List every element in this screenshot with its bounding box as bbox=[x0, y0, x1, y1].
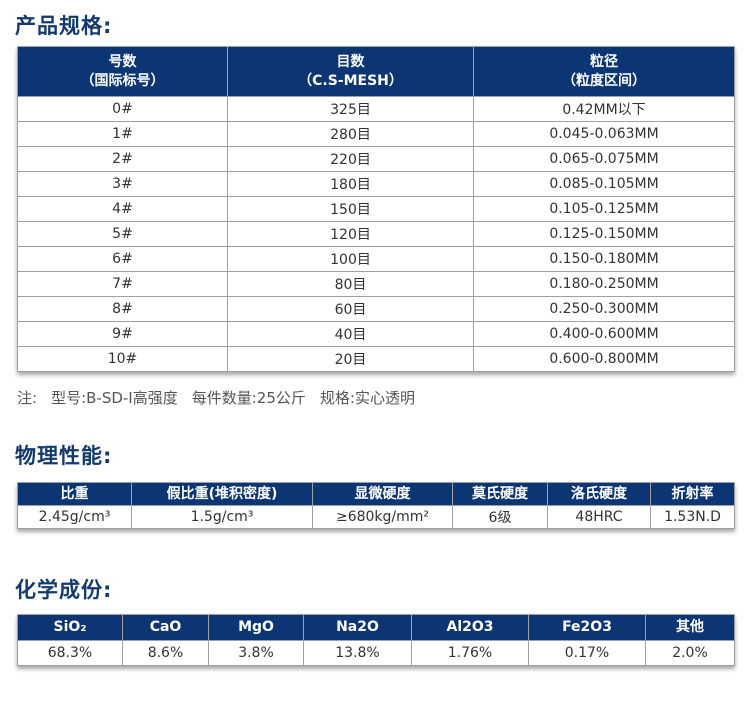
cell-mesh: 325目 bbox=[227, 96, 474, 122]
header-number: 号数 （国际标号） bbox=[17, 46, 228, 97]
cell-number: 0# bbox=[17, 96, 228, 122]
table-row: 7# 80目 0.180-0.250MM bbox=[17, 271, 735, 297]
cell-mesh: 220目 bbox=[227, 146, 474, 172]
cell-size: 0.600-0.800MM bbox=[473, 346, 735, 372]
spec-header-row: 号数 （国际标号） 目数 （C.S-MESH） 粒径 （粒度区间） bbox=[17, 46, 735, 97]
physical-table: 比重 假比重(堆积密度) 显微硬度 莫氏硬度 洛氏硬度 折射率 2.45g/cm³ 1.5g/… bbox=[17, 482, 735, 529]
chemical-header: MgO bbox=[208, 614, 304, 641]
cell-number: 9# bbox=[17, 321, 228, 347]
cell-size: 0.065-0.075MM bbox=[473, 146, 735, 172]
physical-header: 洛氏硬度 bbox=[547, 482, 651, 506]
physical-value: 2.45g/cm³ bbox=[17, 505, 132, 529]
table-row: 10# 20目 0.600-0.800MM bbox=[17, 346, 735, 372]
physical-value: 6级 bbox=[452, 505, 548, 529]
table-row: 3# 180目 0.085-0.105MM bbox=[17, 171, 735, 197]
header-size: 粒径 （粒度区间） bbox=[473, 46, 735, 97]
cell-size: 0.125-0.150MM bbox=[473, 221, 735, 247]
table-row: 9# 40目 0.400-0.600MM bbox=[17, 321, 735, 347]
chemical-header: Al2O3 bbox=[411, 614, 529, 641]
physical-value: 1.53N.D bbox=[650, 505, 735, 529]
cell-number: 4# bbox=[17, 196, 228, 222]
table-row: 5# 120目 0.125-0.150MM bbox=[17, 221, 735, 247]
cell-mesh: 100目 bbox=[227, 246, 474, 272]
cell-number: 1# bbox=[17, 121, 228, 147]
cell-size: 0.045-0.063MM bbox=[473, 121, 735, 147]
physical-header: 假比重(堆积密度) bbox=[131, 482, 313, 506]
cell-mesh: 80目 bbox=[227, 271, 474, 297]
cell-size: 0.42MM以下 bbox=[473, 96, 735, 122]
table-row: 1# 280目 0.045-0.063MM bbox=[17, 121, 735, 147]
physical-value: 1.5g/cm³ bbox=[131, 505, 313, 529]
chemical-value: 3.8% bbox=[208, 640, 304, 666]
spec-table: 号数 （国际标号） 目数 （C.S-MESH） 粒径 （粒度区间） 0# 325目 0.4… bbox=[17, 46, 735, 372]
physical-header: 莫氏硬度 bbox=[452, 482, 548, 506]
cell-mesh: 150目 bbox=[227, 196, 474, 222]
cell-mesh: 280目 bbox=[227, 121, 474, 147]
cell-number: 8# bbox=[17, 296, 228, 322]
cell-size: 0.180-0.250MM bbox=[473, 271, 735, 297]
cell-size: 0.150-0.180MM bbox=[473, 246, 735, 272]
cell-number: 5# bbox=[17, 221, 228, 247]
cell-number: 6# bbox=[17, 246, 228, 272]
cell-number: 3# bbox=[17, 171, 228, 197]
chemical-value: 13.8% bbox=[303, 640, 412, 666]
cell-mesh: 180目 bbox=[227, 171, 474, 197]
cell-number: 2# bbox=[17, 146, 228, 172]
table-row: 4# 150目 0.105-0.125MM bbox=[17, 196, 735, 222]
physical-header: 折射率 bbox=[650, 482, 735, 506]
cell-number: 10# bbox=[17, 346, 228, 372]
cell-size: 0.250-0.300MM bbox=[473, 296, 735, 322]
cell-mesh: 40目 bbox=[227, 321, 474, 347]
chemical-title: 化学成份: bbox=[15, 578, 113, 602]
header-mesh: 目数 （C.S-MESH） bbox=[227, 46, 474, 97]
chemical-header: Fe2O3 bbox=[528, 614, 646, 641]
table-row: 8# 60目 0.250-0.300MM bbox=[17, 296, 735, 322]
physical-title: 物理性能: bbox=[15, 444, 113, 468]
cell-mesh: 20目 bbox=[227, 346, 474, 372]
chemical-value: 68.3% bbox=[17, 640, 123, 666]
cell-mesh: 60目 bbox=[227, 296, 474, 322]
chemical-header: SiO₂ bbox=[17, 614, 123, 641]
chemical-header: CaO bbox=[122, 614, 209, 641]
physical-value: ≥680kg/mm² bbox=[312, 505, 453, 529]
chemical-value: 1.76% bbox=[411, 640, 529, 666]
chemical-table: SiO₂ CaO MgO Na2O Al2O3 Fe2O3 其他 68.3% 8.6% 3.8% 1… bbox=[17, 614, 735, 666]
table-row: 0# 325目 0.42MM以下 bbox=[17, 96, 735, 122]
cell-mesh: 120目 bbox=[227, 221, 474, 247]
cell-size: 0.105-0.125MM bbox=[473, 196, 735, 222]
cell-size: 0.400-0.600MM bbox=[473, 321, 735, 347]
cell-size: 0.085-0.105MM bbox=[473, 171, 735, 197]
spec-title: 产品规格: bbox=[15, 14, 113, 38]
chemical-value: 0.17% bbox=[528, 640, 646, 666]
physical-value: 48HRC bbox=[547, 505, 651, 529]
table-row: 2# 220目 0.065-0.075MM bbox=[17, 146, 735, 172]
physical-header: 比重 bbox=[17, 482, 132, 506]
table-row: 6# 100目 0.150-0.180MM bbox=[17, 246, 735, 272]
cell-number: 7# bbox=[17, 271, 228, 297]
chemical-header: 其他 bbox=[645, 614, 735, 641]
chemical-value: 8.6% bbox=[122, 640, 209, 666]
chemical-value: 2.0% bbox=[645, 640, 735, 666]
chemical-header: Na2O bbox=[303, 614, 412, 641]
spec-note: 注: 型号:B-SD-I高强度 每件数量:25公斤 规格:实心透明 bbox=[17, 389, 415, 407]
physical-header: 显微硬度 bbox=[312, 482, 453, 506]
